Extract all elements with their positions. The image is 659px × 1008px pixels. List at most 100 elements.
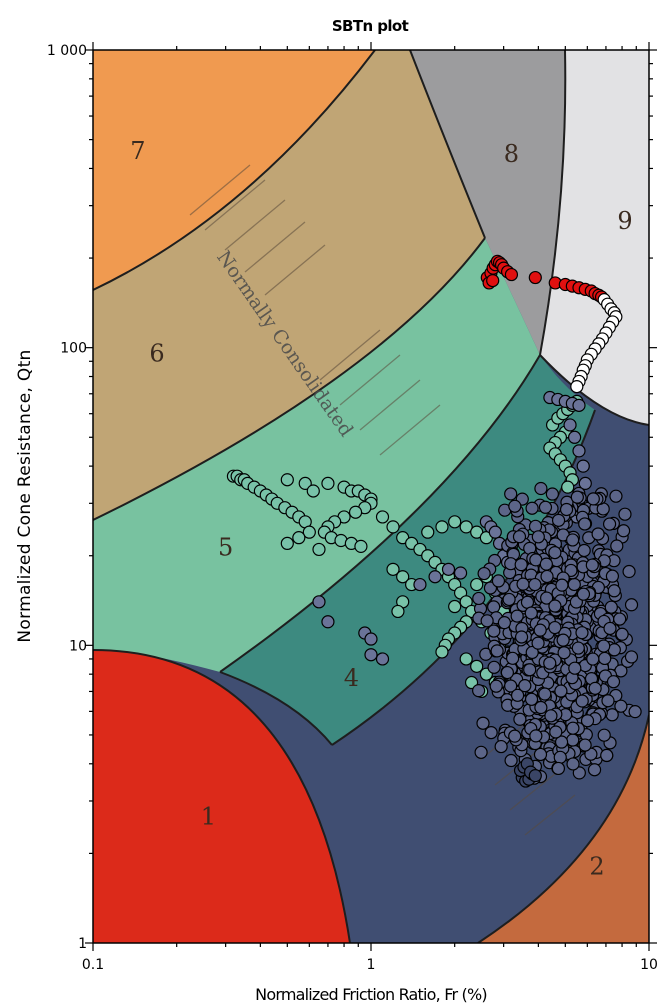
data-point	[534, 481, 548, 496]
data-point	[538, 500, 553, 514]
data-point	[396, 570, 410, 584]
data-point	[578, 517, 592, 531]
data-point	[364, 632, 378, 646]
data-point	[604, 600, 618, 614]
data-point	[312, 595, 326, 609]
data-point	[548, 620, 562, 635]
data-point	[531, 530, 545, 544]
data-point	[533, 623, 547, 637]
data-point	[488, 525, 502, 539]
data-point	[470, 525, 484, 539]
data-point	[516, 577, 530, 591]
zone-label: 4	[344, 664, 359, 692]
y-tick-label: 1 000	[47, 43, 87, 59]
data-point	[510, 688, 525, 702]
data-point	[616, 524, 631, 538]
data-point	[548, 545, 562, 560]
boundary-7-6	[93, 50, 376, 291]
data-point	[586, 492, 600, 506]
data-point	[428, 570, 442, 584]
data-point	[364, 648, 378, 662]
data-point	[615, 627, 629, 641]
data-point	[506, 651, 520, 665]
data-point	[557, 646, 571, 660]
data-point	[531, 636, 545, 650]
zone-label: 6	[149, 339, 164, 367]
data-point	[354, 539, 368, 553]
zone-label: 1	[201, 803, 216, 831]
data-point	[391, 604, 405, 619]
data-point	[321, 615, 335, 629]
data-point	[545, 487, 559, 501]
zone-label: 5	[218, 534, 233, 562]
data-point	[568, 661, 582, 675]
zone-6-region	[93, 50, 485, 520]
data-point	[622, 564, 636, 579]
data-point	[556, 633, 570, 647]
data-point	[543, 656, 557, 670]
data-point	[575, 694, 589, 708]
data-point	[624, 598, 639, 612]
data-point	[524, 606, 538, 620]
boundary-6-5	[93, 237, 486, 521]
data-point	[477, 566, 491, 581]
data-point	[570, 490, 584, 504]
data-point	[508, 729, 522, 743]
data-point	[306, 484, 320, 498]
data-point	[587, 763, 602, 777]
data-point	[555, 578, 569, 592]
data-point	[533, 747, 548, 762]
data-point	[566, 757, 580, 771]
data-point	[578, 738, 592, 752]
data-point	[435, 520, 449, 534]
data-point	[575, 626, 589, 640]
data-point	[528, 577, 542, 592]
data-point	[605, 569, 620, 583]
data-point	[518, 679, 532, 693]
data-point	[601, 694, 615, 708]
data-point	[563, 418, 577, 432]
data-point	[613, 612, 627, 626]
data-point	[576, 587, 591, 601]
data-point	[544, 709, 558, 723]
chart-title: SBTn plot	[332, 17, 409, 35]
data-point	[554, 735, 569, 749]
data-point	[578, 476, 592, 490]
data-point	[435, 645, 449, 659]
data-point	[480, 614, 494, 628]
data-point	[502, 592, 516, 607]
data-point	[618, 507, 632, 521]
data-point	[528, 270, 542, 285]
data-point	[571, 641, 585, 655]
data-point	[568, 430, 582, 444]
data-point	[561, 480, 575, 494]
data-point	[487, 660, 501, 674]
data-point	[572, 398, 586, 412]
zone-2-region	[478, 715, 649, 943]
data-point	[591, 527, 605, 541]
data-point	[474, 745, 488, 759]
data-point	[597, 639, 611, 653]
zone-boundaries	[93, 50, 649, 943]
data-point	[504, 753, 518, 768]
data-point	[470, 577, 484, 592]
data-point	[539, 557, 553, 571]
data-point	[321, 476, 335, 490]
data-point	[576, 459, 590, 473]
data-point	[572, 766, 586, 780]
data-point	[523, 663, 537, 677]
data-point	[529, 729, 543, 743]
data-point	[525, 501, 539, 515]
boundary-1	[93, 649, 351, 943]
data-point	[559, 502, 574, 517]
data-point	[375, 510, 390, 524]
data-points	[226, 254, 642, 788]
boundary-5-4	[219, 354, 541, 673]
data-point	[302, 525, 316, 539]
data-point	[606, 675, 621, 689]
data-point	[441, 562, 456, 576]
x-axis-label: Normalized Friction Ratio, Fr (%)	[255, 985, 487, 1004]
data-point	[510, 609, 524, 623]
data-point	[600, 748, 614, 762]
data-point	[375, 652, 390, 666]
